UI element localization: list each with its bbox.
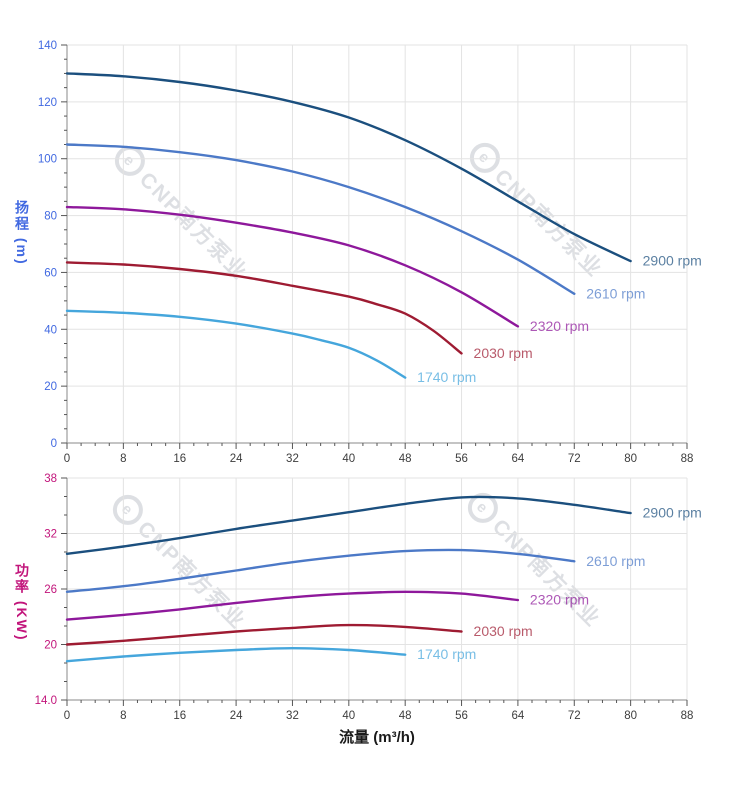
y-tick-label: 140 [38, 40, 57, 52]
y-tick-label: 80 [44, 211, 57, 223]
y-tick-label: 32 [44, 529, 57, 541]
curve-2030-rpm [65, 261, 463, 355]
x-tick-label: 64 [512, 710, 525, 722]
x-tick-label: 32 [286, 710, 299, 722]
head-axis-title: 扬程 (m) [14, 200, 30, 266]
curve-label-2610-rpm: 2610 rpm [586, 553, 645, 569]
head-chart: 0 8 16 24 32 40 48 56 64 72 80 88 0 20 40 60 80 100 120 140… [38, 40, 702, 465]
x-tick-label: 72 [568, 453, 581, 465]
x-tick-label: 0 [64, 710, 70, 722]
x-tick-label: 16 [173, 453, 186, 465]
x-tick-label: 48 [399, 453, 412, 465]
curve-label-2610-rpm: 2610 rpm [586, 285, 645, 301]
x-tick-label: 80 [624, 710, 637, 722]
curve-2610-rpm [65, 143, 576, 295]
x-tick-label: 88 [681, 453, 694, 465]
curve-label-2030-rpm: 2030 rpm [474, 345, 533, 361]
y-tick-label: 20 [44, 640, 57, 652]
x-tick-label: 16 [173, 710, 186, 722]
curve-label-2900-rpm: 2900 rpm [643, 505, 702, 521]
curve-label-2320-rpm: 2320 rpm [530, 592, 589, 608]
y-tick-label: 0 [51, 438, 57, 450]
x-tick-label: 40 [342, 453, 355, 465]
curve-label-2900-rpm: 2900 rpm [643, 253, 702, 269]
x-tick-label: 40 [342, 710, 355, 722]
x-tick-label: 48 [399, 710, 412, 722]
y-tick-label: 38 [44, 473, 57, 485]
x-tick-label: 32 [286, 453, 299, 465]
x-tick-label: 8 [120, 453, 126, 465]
y-tick-label: 60 [44, 267, 57, 279]
power-chart: 0 8 16 24 32 40 48 56 64 72 80 88 14.0 20 26 32 38 2900 r… [35, 473, 702, 722]
y-tick-label: 120 [38, 97, 57, 109]
curve-2610-rpm [65, 548, 576, 593]
curve-label-1740-rpm: 1740 rpm [417, 369, 476, 385]
curve-1740-rpm [65, 309, 407, 379]
x-tick-label: 24 [230, 453, 243, 465]
x-tick-label: 24 [230, 710, 243, 722]
x-tick-label: 0 [64, 453, 70, 465]
x-tick-label: 56 [455, 710, 468, 722]
x-tick-label: 8 [120, 710, 126, 722]
y-tick-label: 26 [44, 584, 57, 596]
y-tick-label: 100 [38, 154, 57, 166]
x-tick-label: 72 [568, 710, 581, 722]
y-tick-label: 20 [44, 381, 57, 393]
curve-label-2320-rpm: 2320 rpm [530, 318, 589, 334]
power-axis-title: 功率 (KW) [14, 563, 30, 642]
flow-axis-title: 流量 (m³/h) [339, 729, 415, 746]
curve-label-2030-rpm: 2030 rpm [474, 623, 533, 639]
x-tick-label: 88 [681, 710, 694, 722]
curve-2030-rpm [65, 623, 463, 646]
curve-2900-rpm [65, 495, 632, 556]
y-tick-label: 40 [44, 324, 57, 336]
x-tick-label: 80 [624, 453, 637, 465]
curve-1740-rpm [65, 646, 407, 663]
x-tick-label: 56 [455, 453, 468, 465]
curve-2900-rpm [65, 72, 632, 263]
curve-2320-rpm [65, 205, 520, 328]
curve-label-1740-rpm: 1740 rpm [417, 646, 476, 662]
x-tick-label: 64 [512, 453, 525, 465]
y-tick-label: 14.0 [35, 695, 57, 707]
curve-2320-rpm [65, 590, 520, 621]
